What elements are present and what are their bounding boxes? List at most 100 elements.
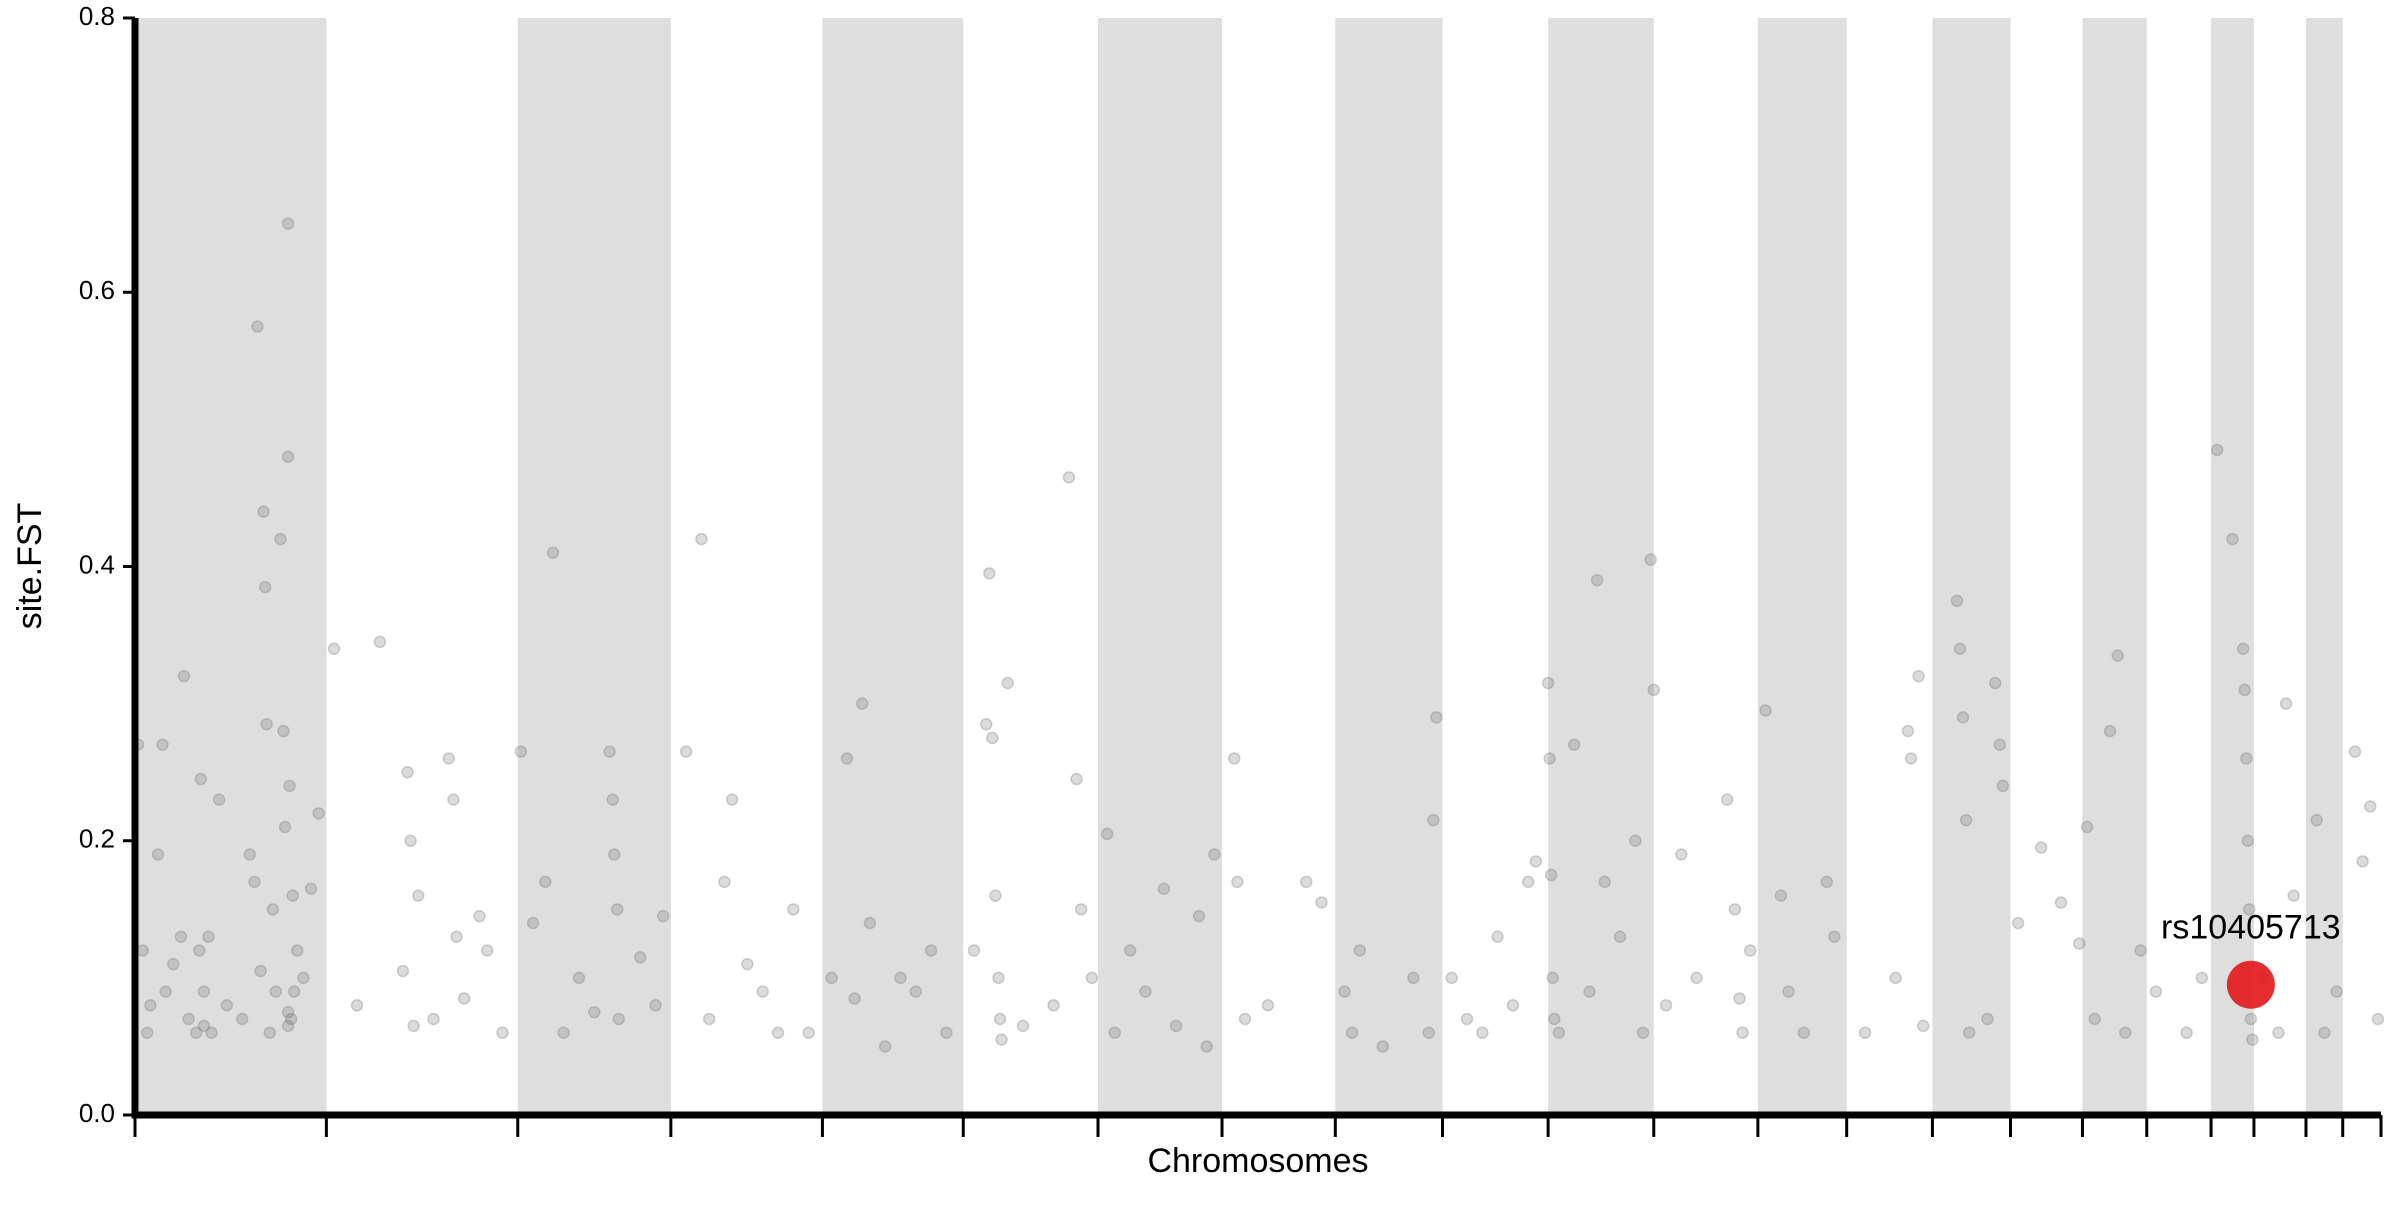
point — [189, 1026, 203, 1039]
point — [202, 930, 215, 943]
point — [2134, 944, 2147, 957]
point — [411, 889, 425, 902]
point — [457, 992, 471, 1005]
point — [1956, 711, 1970, 724]
point — [1157, 882, 1171, 895]
point — [1016, 1019, 1030, 1033]
point — [2195, 971, 2209, 985]
point — [633, 951, 647, 964]
point — [396, 964, 410, 978]
point — [1541, 676, 1555, 690]
point — [606, 793, 619, 806]
point — [741, 957, 754, 971]
point — [1192, 909, 1206, 923]
point — [1567, 738, 1581, 752]
chromosome-band — [2211, 18, 2254, 1115]
point — [1953, 642, 1967, 656]
point — [718, 875, 731, 889]
point — [1759, 704, 1772, 717]
point — [194, 772, 208, 786]
y-tick-label: 0.2 — [79, 824, 115, 854]
point — [1085, 971, 1099, 985]
point — [1736, 1026, 1749, 1039]
point — [1544, 868, 1558, 882]
chromosome-band — [1098, 18, 1223, 1115]
point — [1543, 752, 1556, 765]
point — [1108, 1026, 1122, 1039]
point — [281, 1005, 295, 1019]
point — [1552, 1026, 1566, 1039]
point — [2318, 1026, 2331, 1039]
point — [260, 717, 273, 731]
point — [427, 1012, 440, 1026]
point — [2356, 855, 2369, 868]
point — [1959, 813, 1973, 827]
point — [312, 807, 325, 820]
point — [2088, 1012, 2101, 1026]
point — [2080, 820, 2094, 834]
point — [546, 546, 560, 560]
point — [442, 752, 456, 765]
point — [894, 971, 907, 985]
point — [993, 1012, 1007, 1026]
point — [2111, 649, 2124, 662]
point — [447, 793, 460, 806]
chromosome-band — [1335, 18, 1443, 1115]
point — [281, 217, 295, 230]
point — [174, 930, 188, 943]
point — [572, 971, 586, 985]
point — [1238, 1012, 1252, 1026]
points: rs10405713 — [131, 217, 2385, 1053]
chromosome-band — [1548, 18, 1654, 1115]
point — [878, 1040, 892, 1053]
point — [177, 669, 191, 683]
point — [756, 985, 769, 998]
point — [603, 745, 616, 758]
point — [2103, 724, 2117, 738]
point — [514, 745, 528, 758]
point — [1993, 738, 2007, 752]
point — [2119, 1026, 2132, 1039]
point — [2238, 683, 2251, 697]
point — [266, 903, 280, 916]
point — [989, 889, 1002, 902]
point — [1613, 930, 1627, 943]
point — [205, 1026, 218, 1039]
point — [136, 944, 149, 957]
point — [297, 971, 310, 985]
point — [281, 1019, 295, 1033]
point — [2243, 903, 2256, 916]
point — [2287, 889, 2300, 902]
point — [1169, 1019, 1183, 1033]
point — [1797, 1026, 1811, 1039]
point — [979, 717, 993, 731]
point — [848, 992, 861, 1005]
point — [1529, 855, 1543, 868]
point — [1430, 711, 1443, 724]
point — [287, 985, 301, 998]
point — [2236, 642, 2250, 656]
point — [2246, 1033, 2259, 1046]
point — [1912, 669, 1925, 683]
point — [1659, 999, 1673, 1012]
point — [1916, 1019, 1930, 1033]
point — [1070, 772, 1083, 786]
point — [1407, 971, 1420, 985]
point — [274, 532, 287, 546]
point — [220, 999, 234, 1012]
point — [840, 752, 854, 765]
chromosome-band — [1757, 18, 1847, 1115]
chromosome-band — [1932, 18, 2011, 1115]
point — [1629, 834, 1642, 847]
point — [473, 909, 486, 923]
point — [1476, 1026, 1489, 1039]
point — [269, 985, 283, 998]
point — [1590, 573, 1604, 587]
point — [2348, 745, 2362, 758]
point — [283, 779, 296, 793]
point — [496, 1026, 509, 1039]
point — [1345, 1026, 1359, 1039]
point — [863, 916, 877, 930]
point — [649, 999, 662, 1012]
